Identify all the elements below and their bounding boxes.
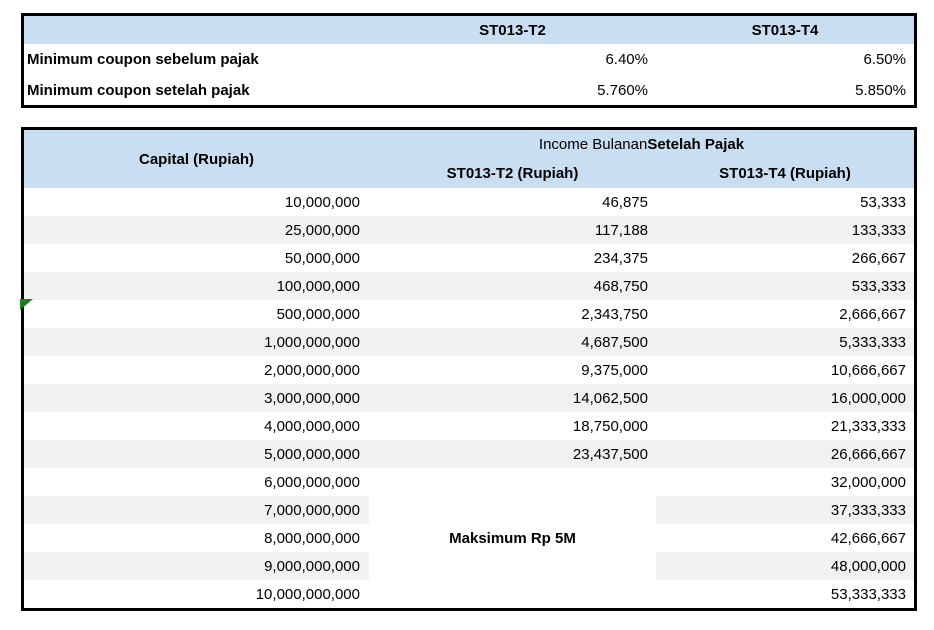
income-table-row: 7,000,000,000 37,333,333	[24, 496, 914, 524]
income-t4-cell[interactable]: 266,667	[851, 249, 906, 267]
income-table-row: 8,000,000,000 42,666,667	[24, 524, 914, 552]
income-table-row: 500,000,000 2,343,750 2,666,667	[24, 300, 914, 328]
income-table-row: 2,000,000,000 9,375,000 10,666,667	[24, 356, 914, 384]
income-t4-cell[interactable]: 21,333,333	[830, 417, 906, 435]
income-t4-cell[interactable]: 10,666,667	[830, 361, 906, 379]
income-table-row: 3,000,000,000 14,062,500 16,000,000	[24, 384, 914, 412]
capital-cell[interactable]: 4,000,000,000	[264, 417, 360, 435]
income-table-row: 4,000,000,000 18,750,000 21,333,333	[24, 412, 914, 440]
income-table-body: 10,000,000 46,875 53,333 25,000,000 117,…	[24, 188, 914, 608]
capital-header-cell[interactable]: Capital (Rupiah)	[139, 150, 254, 168]
capital-cell[interactable]: 7,000,000,000	[264, 501, 360, 519]
income-table-row: 25,000,000 117,188 133,333	[24, 216, 914, 244]
income-t2-cell[interactable]: 46,875	[602, 193, 648, 211]
income-t4-cell[interactable]: 533,333	[851, 277, 906, 295]
coupon-before-tax-t4-value[interactable]: 6.50%	[863, 51, 906, 68]
coupon-summary-table: ST013-T2 ST013-T4 Minimum coupon sebelum…	[21, 13, 917, 108]
subheader-st013-t4-cell[interactable]: ST013-T4 (Rupiah)	[719, 165, 851, 182]
income-t4-cell[interactable]: 53,333	[860, 193, 906, 211]
capital-cell[interactable]: 50,000,000	[284, 249, 360, 267]
income-t4-cell[interactable]: 32,000,000	[830, 473, 906, 491]
income-t2-cell[interactable]: 4,687,500	[581, 333, 648, 351]
capital-cell[interactable]: 6,000,000,000	[264, 473, 360, 491]
income-table-row: 100,000,000 468,750 533,333	[24, 272, 914, 300]
capital-cell[interactable]: 100,000,000	[276, 277, 360, 295]
income-table-row: 10,000,000,000 53,333,333	[24, 580, 914, 608]
group-header-bold-text: Setelah Pajak	[647, 136, 745, 153]
capital-cell[interactable]: 500,000,000	[276, 305, 360, 323]
income-table-row: 5,000,000,000 23,437,500 26,666,667	[24, 440, 914, 468]
income-t4-cell[interactable]: 42,666,667	[830, 529, 906, 547]
income-t2-cell[interactable]: 117,188	[594, 221, 648, 239]
income-table-header: Capital (Rupiah) Income Bulanan Setelah …	[24, 130, 914, 188]
capital-cell[interactable]: 5,000,000,000	[264, 445, 360, 463]
income-t2-cell[interactable]: 234,375	[593, 249, 648, 267]
coupon-before-tax-label[interactable]: Minimum coupon sebelum pajak	[27, 51, 259, 68]
income-table-row: 1,000,000,000 4,687,500 5,333,333	[24, 328, 914, 356]
income-t2-cell[interactable]: 9,375,000	[581, 361, 648, 379]
capital-cell[interactable]: 25,000,000	[284, 221, 360, 239]
summary-header-st013-t4[interactable]: ST013-T4	[656, 16, 914, 44]
income-t2-cell[interactable]: 23,437,500	[572, 445, 648, 463]
income-t2-cell[interactable]	[369, 468, 656, 496]
error-flag-icon[interactable]	[20, 299, 33, 310]
income-group-header-cell[interactable]: Income Bulanan Setelah Pajak	[369, 130, 914, 159]
capital-cell[interactable]: 8,000,000,000	[264, 529, 360, 547]
capital-cell[interactable]: 10,000,000	[284, 193, 360, 211]
income-t4-cell[interactable]: 37,333,333	[830, 501, 906, 519]
coupon-after-tax-t2-value[interactable]: 5.760%	[597, 82, 648, 99]
capital-cell[interactable]: 10,000,000,000	[255, 585, 360, 603]
income-table-row: 6,000,000,000 32,000,000	[24, 468, 914, 496]
income-t2-cell[interactable]: 14,062,500	[572, 389, 648, 407]
capital-cell[interactable]: 9,000,000,000	[264, 557, 360, 575]
summary-header-st013-t2[interactable]: ST013-T2	[369, 16, 656, 44]
income-t2-cell[interactable]	[369, 552, 656, 580]
income-t2-cell[interactable]: 18,750,000	[572, 417, 648, 435]
capital-cell[interactable]: 2,000,000,000	[264, 361, 360, 379]
income-t4-cell[interactable]: 2,666,667	[839, 305, 906, 323]
income-t4-cell[interactable]: 5,333,333	[839, 333, 906, 351]
income-t4-cell[interactable]: 26,666,667	[830, 445, 906, 463]
capital-cell[interactable]: 1,000,000,000	[264, 333, 360, 351]
coupon-after-tax-t4-value[interactable]: 5.850%	[855, 82, 906, 99]
subheader-st013-t2-cell[interactable]: ST013-T2 (Rupiah)	[446, 165, 579, 182]
income-table-row: 50,000,000 234,375 266,667	[24, 244, 914, 272]
income-t2-cell[interactable]	[369, 524, 656, 552]
income-t2-cell[interactable]	[369, 580, 656, 608]
income-t4-cell[interactable]: 48,000,000	[830, 557, 906, 575]
income-t2-cell[interactable]: 468,750	[593, 277, 648, 295]
income-table: Capital (Rupiah) Income Bulanan Setelah …	[20, 127, 917, 611]
coupon-after-tax-label[interactable]: Minimum coupon setelah pajak	[27, 82, 250, 99]
summary-header-empty-cell[interactable]	[24, 16, 369, 44]
income-table-row: 9,000,000,000 48,000,000	[24, 552, 914, 580]
income-t4-cell[interactable]: 53,333,333	[830, 585, 906, 603]
income-t4-cell[interactable]: 133,333	[851, 221, 906, 239]
coupon-before-tax-t2-value[interactable]: 6.40%	[605, 51, 648, 68]
income-t2-cell[interactable]	[369, 496, 656, 524]
income-table-row: 10,000,000 46,875 53,333	[24, 188, 914, 216]
income-t4-cell[interactable]: 16,000,000	[830, 389, 906, 407]
capital-cell[interactable]: 3,000,000,000	[264, 389, 360, 407]
group-header-regular-text: Income Bulanan	[538, 136, 648, 153]
income-t2-cell[interactable]: 2,343,750	[581, 305, 648, 323]
